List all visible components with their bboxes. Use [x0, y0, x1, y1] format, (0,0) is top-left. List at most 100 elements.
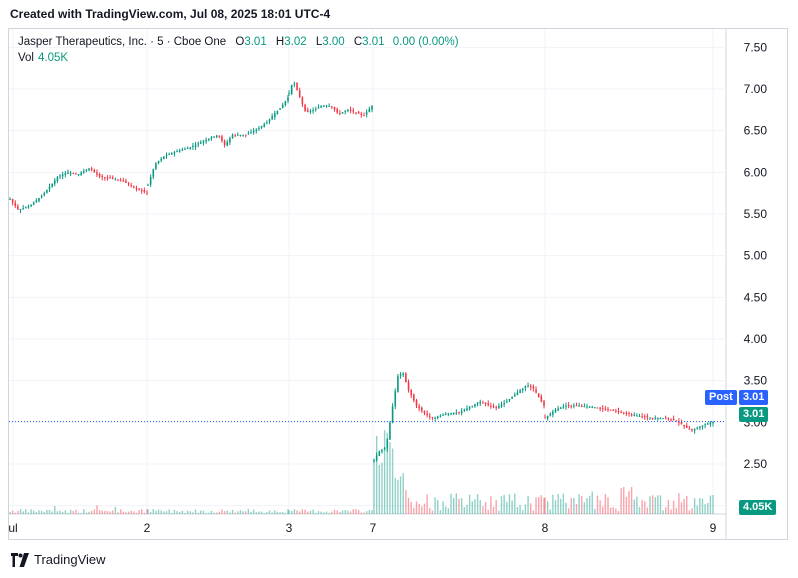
- candle-body: [163, 156, 165, 159]
- candle-body: [664, 417, 667, 419]
- volume-bar: [701, 498, 704, 514]
- candle-body: [51, 183, 53, 187]
- volume-bar: [250, 511, 252, 514]
- candle-body: [296, 82, 298, 91]
- volume-bar: [178, 512, 181, 514]
- volume-bar: [205, 512, 207, 514]
- candle-body: [210, 137, 213, 140]
- volume-bar: [155, 510, 157, 514]
- volume-bar: [260, 511, 263, 514]
- volume-bar: [355, 509, 357, 514]
- candle-body: [341, 112, 344, 114]
- volume-bar: [287, 509, 289, 514]
- volume-bar: [373, 458, 375, 514]
- candle-body: [394, 391, 397, 407]
- volume-bar: [630, 487, 633, 514]
- candle-body: [61, 174, 64, 177]
- volume-bar: [341, 510, 344, 514]
- candle-body: [468, 407, 471, 409]
- volume-bar: [468, 494, 471, 514]
- volume-bar: [106, 510, 109, 514]
- volume-bar: [599, 500, 601, 514]
- volume-bar: [101, 510, 103, 514]
- candle-body: [612, 409, 615, 411]
- candle-body: [339, 112, 341, 114]
- volume-bar: [651, 495, 654, 514]
- candle-body: [521, 388, 524, 391]
- volume-bar: [46, 509, 48, 514]
- volume-bar: [675, 507, 677, 514]
- candle-body: [255, 129, 258, 131]
- candle-body: [649, 417, 651, 419]
- volume-bar: [229, 512, 231, 514]
- volume-bar: [315, 512, 317, 514]
- candle-body: [557, 408, 559, 411]
- candle-body: [205, 139, 207, 142]
- volume-bar: [476, 494, 479, 514]
- candle-body: [643, 416, 646, 418]
- volume-bar: [9, 512, 11, 514]
- candle-body: [552, 411, 554, 415]
- volume-bar: [325, 511, 328, 514]
- volume-bar: [293, 509, 296, 514]
- volume-bar: [85, 512, 88, 514]
- candle-body: [138, 189, 140, 191]
- candle-body: [511, 396, 513, 399]
- candle-body: [38, 197, 40, 202]
- candle-body: [146, 192, 148, 194]
- volume-bar: [381, 462, 383, 514]
- volume-bar: [683, 499, 685, 514]
- candle-body: [226, 142, 229, 146]
- volume-bar: [276, 511, 279, 514]
- candle-body: [484, 402, 487, 405]
- candle-body: [657, 418, 659, 420]
- candle-body: [72, 172, 75, 174]
- candle-body: [575, 405, 578, 407]
- candle-body: [252, 130, 255, 133]
- volume-bar: [371, 510, 373, 514]
- candle-body: [284, 101, 287, 105]
- candle-body: [197, 143, 199, 145]
- candle-body: [85, 169, 88, 171]
- volume-bar: [56, 511, 59, 514]
- candle-body: [680, 421, 683, 425]
- candle-body: [168, 154, 170, 156]
- candle-body: [537, 393, 540, 397]
- volume-bar: [186, 510, 189, 514]
- volume-bar: [537, 497, 540, 514]
- post-price-badge: 3.01: [739, 390, 769, 405]
- volume-bar: [11, 510, 14, 514]
- volume-bar: [284, 512, 287, 514]
- volume-bar: [620, 488, 622, 514]
- candle-body: [96, 172, 98, 175]
- candle-body: [466, 408, 468, 411]
- candle-body: [415, 399, 418, 406]
- last-price-badge: 3.01: [739, 407, 769, 422]
- volume-bar: [450, 493, 452, 514]
- volume-bar: [339, 512, 341, 514]
- candle-body: [651, 417, 654, 419]
- candle-body: [479, 401, 482, 404]
- volume-bar: [492, 506, 495, 514]
- volume-bar: [141, 509, 143, 514]
- candle-body: [298, 90, 301, 97]
- volume-bar: [445, 506, 447, 514]
- candle-body: [535, 389, 537, 393]
- volume-bar: [221, 509, 223, 514]
- candle-body: [365, 112, 368, 115]
- volume-bar: [654, 497, 656, 514]
- candle-body: [397, 376, 399, 392]
- candle-body: [562, 406, 565, 408]
- volume-bar: [540, 495, 543, 514]
- candle-body: [309, 110, 312, 112]
- candle-body: [75, 173, 77, 175]
- volume-bar: [160, 510, 162, 514]
- volume-bar: [98, 510, 101, 514]
- candle-body: [106, 177, 109, 179]
- volume-bar: [239, 510, 242, 514]
- candle-body: [646, 416, 649, 418]
- volume-bar: [104, 510, 106, 514]
- candle-body: [704, 424, 706, 426]
- candle-body: [546, 415, 549, 419]
